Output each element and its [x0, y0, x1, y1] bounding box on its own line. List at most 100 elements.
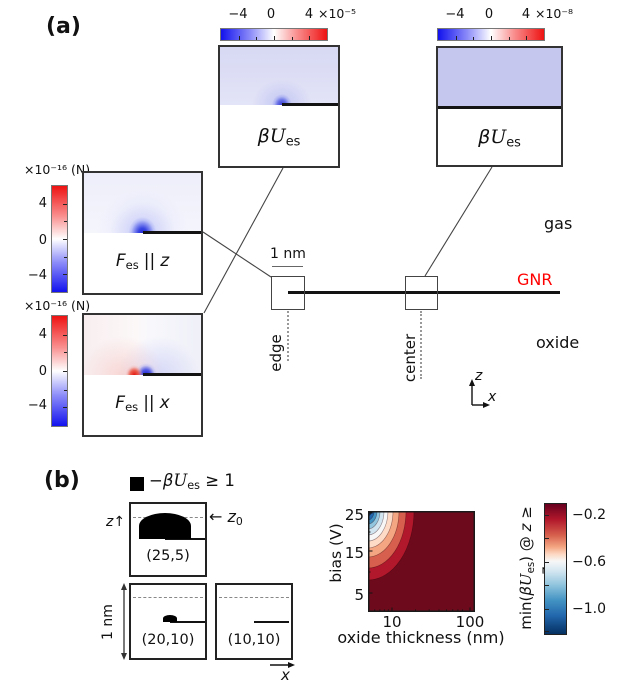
u-symbol: U	[269, 125, 286, 147]
cb-label-u: U	[517, 573, 535, 587]
cb-label-beta: β	[517, 586, 535, 596]
pot-cb-edge-tick-0: 0	[266, 7, 276, 22]
colorbar-tick	[274, 36, 275, 40]
contour-xtick-10: 10	[382, 613, 402, 631]
b-box-20-10: (20,10)	[129, 583, 207, 660]
pot-cb-center-tick-0: 0	[484, 7, 494, 22]
colorbar-tick	[545, 609, 549, 610]
fx-gnr-line	[142, 373, 201, 376]
contour-cb-tick-10: −1.0	[572, 601, 606, 617]
colorbar-tick	[308, 36, 310, 40]
fz-label: Fes || z	[84, 251, 201, 272]
contour-cb-label: min(βUes) @ z ≥ z0	[517, 498, 557, 638]
colorbar-tick	[545, 562, 549, 563]
z0-dashed-line	[133, 597, 203, 598]
colorbar-tick	[545, 631, 549, 632]
legend-geq: ≥	[200, 471, 225, 490]
fx-axis: x	[159, 393, 170, 413]
fz-axis: z	[160, 251, 170, 271]
contour-ytick-5: 5	[354, 586, 364, 604]
contour-ytick-25: 25	[344, 506, 364, 524]
contour-plot	[368, 511, 475, 612]
b-gnr-line	[254, 621, 289, 623]
colorbar-tick	[545, 515, 549, 516]
bu-edge-label: βUes	[220, 125, 338, 150]
fx-symbol: F	[115, 393, 126, 413]
colorbar-tick	[525, 36, 527, 40]
x-arrow-icon	[270, 662, 295, 668]
pot-cb-edge-tick-m4: −4	[228, 7, 248, 22]
fz-separator: ||	[143, 251, 156, 271]
b-z-axis-label: z↑	[106, 514, 125, 530]
legend-swatch-icon	[130, 477, 144, 491]
legend-text: −βUes ≥ 1	[149, 471, 235, 492]
pot-colorbar-center	[437, 28, 545, 41]
map-bu-center-panel: βUes	[436, 46, 563, 167]
colorbar-tick	[63, 239, 67, 240]
es-subscript: es	[285, 134, 301, 150]
contour-cb-tick-06: −0.6	[572, 554, 606, 570]
force-colorbar2-scale: ×10⁻¹⁶ (N)	[24, 298, 91, 313]
b-z-letter: z	[106, 514, 114, 530]
fz-field-map	[84, 173, 201, 233]
panel-b-label: (b)	[44, 468, 80, 493]
z0-subscript: 0	[235, 515, 243, 529]
contour-cb-tick-02: −0.2	[572, 507, 606, 523]
u-symbol: U	[490, 126, 507, 148]
force-cb2-tick-m4: −4	[27, 398, 47, 413]
force-colorbar1	[51, 185, 68, 293]
force-colorbar1-scale: ×10⁻¹⁶ (N)	[24, 162, 91, 177]
fz-gnr-line	[142, 231, 201, 234]
map-fz-panel: Fes || z	[82, 171, 203, 295]
colorbar-tick	[292, 37, 294, 40]
pot-colorbar-edge	[220, 28, 328, 41]
fx-separator: ||	[143, 393, 155, 413]
scalebar-line	[272, 266, 303, 267]
bu-edge-field-map	[220, 47, 338, 105]
pot-cb-edge-scale: ×10⁻⁵	[318, 6, 356, 21]
contour-xtick-100: 100	[455, 613, 485, 631]
cb-label-geq: ≥	[517, 506, 535, 524]
legend-minus: −	[149, 471, 163, 490]
colorbar-tick	[239, 36, 241, 40]
pot-cb-center-scale: ×10⁻⁸	[535, 6, 573, 21]
map-bu-edge-panel: βUes	[218, 45, 340, 168]
colorbar-tick	[63, 334, 67, 336]
b-box-25-5: (25,5)	[129, 502, 207, 577]
es-subscript: es	[506, 135, 521, 151]
colorbar-tick	[456, 36, 458, 40]
map-fx-panel: Fes || x	[82, 313, 203, 437]
edge-label: edge	[267, 334, 285, 372]
colorbar-tick	[509, 37, 511, 40]
gas-label: gas	[544, 214, 573, 233]
b-coord-25-5: (25,5)	[146, 548, 190, 564]
z0-dashed-line	[219, 597, 289, 598]
colorbar-tick	[491, 36, 492, 40]
center-region-box	[405, 276, 438, 310]
force-cb1-tick-4: 4	[38, 196, 47, 211]
bu-center-label: βUes	[438, 126, 561, 151]
up-arrow-icon: ↑	[113, 514, 126, 530]
beta-symbol: β	[478, 126, 491, 148]
legend-beta: β	[162, 471, 174, 490]
b-scalebar-label: 1 nm	[100, 604, 116, 640]
fx-subscript: es	[125, 400, 139, 415]
colorbar-tick	[63, 371, 67, 372]
coordinate-axes-icon	[469, 379, 490, 408]
b-gnr-line	[165, 538, 205, 540]
pot-cb-center-tick-4: 4	[521, 7, 531, 22]
fx-label: Fes || x	[84, 393, 201, 414]
contour-ytick-15: 15	[344, 544, 364, 562]
pot-cb-edge-tick-4: 4	[304, 7, 314, 22]
colorbar-tick	[63, 407, 67, 409]
colorbar-tick	[545, 585, 549, 586]
force-cb2-tick-0: 0	[38, 364, 47, 379]
fx-field-map	[84, 315, 201, 375]
gnr-label: GNR	[517, 270, 553, 289]
force-cb1-tick-0: 0	[38, 233, 47, 248]
size-arrow-icon	[121, 583, 127, 660]
colorbar-tick	[63, 273, 67, 275]
left-arrow-icon: ←	[209, 507, 223, 526]
beta-symbol: β	[257, 125, 270, 147]
colorbar-tick	[64, 352, 67, 354]
